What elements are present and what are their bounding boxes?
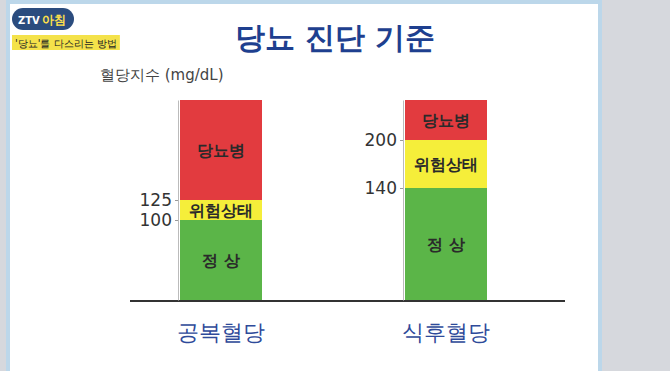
tick-mark bbox=[175, 220, 178, 221]
bar-segment bbox=[180, 100, 262, 200]
logo-badge bbox=[12, 8, 74, 30]
bar-segment bbox=[405, 140, 487, 188]
y-axis-title: 혈당지수 (mg/dL) bbox=[100, 66, 224, 84]
bar-segment bbox=[180, 200, 262, 220]
baseline bbox=[130, 300, 565, 302]
tick: 140 bbox=[365, 178, 403, 198]
chart-svg: ZTV아침 '당뇨'를 다스리는 방법 당뇨 진단 기준정 상 위험상태 당뇨병공복혈당… bbox=[0, 0, 670, 371]
bar-segment bbox=[405, 188, 487, 300]
segment-label: 당뇨병 bbox=[197, 141, 245, 160]
axis-line bbox=[403, 101, 404, 301]
logo-channel: ZTV bbox=[18, 15, 40, 26]
segment-labels: 정 상 위험상태 당뇨병 bbox=[414, 111, 478, 254]
chart-root: ZTV아침 '당뇨'를 다스리는 방법 당뇨 진단 기준정 상 위험상태 당뇨병공복혈당… bbox=[0, 0, 670, 371]
segment-labels: 정 상 위험상태 당뇨병 bbox=[189, 141, 253, 270]
category-label: 공복혈당 bbox=[177, 320, 265, 345]
title: 당뇨 진단 기준 bbox=[235, 20, 436, 55]
segment-label: 당뇨병 bbox=[422, 111, 470, 130]
tick-label: 200 bbox=[365, 130, 397, 150]
bars-group bbox=[405, 100, 487, 300]
axis-line bbox=[178, 101, 179, 301]
y-axis: 140 200 bbox=[365, 101, 404, 301]
tick-label: 140 bbox=[365, 178, 397, 198]
caption: '당뇨'를 다스리는 방법 bbox=[15, 38, 117, 49]
tick: 200 bbox=[365, 130, 403, 150]
segment-label: 위험상태 bbox=[189, 201, 253, 220]
board bbox=[8, 2, 600, 371]
y-axis: 100125 bbox=[140, 101, 179, 301]
segment-label: 위험상태 bbox=[414, 155, 478, 174]
tick: 125 bbox=[140, 190, 178, 210]
tick-mark bbox=[400, 188, 403, 189]
tick-label: 100 bbox=[140, 210, 172, 230]
tick-mark bbox=[175, 200, 178, 201]
segment-label: 정 상 bbox=[202, 251, 240, 270]
tick-label: 125 bbox=[140, 190, 172, 210]
bar-segment bbox=[180, 220, 262, 300]
tick-mark bbox=[400, 140, 403, 141]
caption-bg bbox=[12, 35, 120, 50]
bar-segment bbox=[405, 100, 487, 140]
logo-program: 아침 bbox=[42, 13, 66, 27]
category-label: 식후혈당 bbox=[402, 320, 490, 345]
tick: 100 bbox=[140, 210, 178, 230]
bars-group bbox=[180, 100, 262, 300]
segment-label: 정 상 bbox=[427, 235, 465, 254]
